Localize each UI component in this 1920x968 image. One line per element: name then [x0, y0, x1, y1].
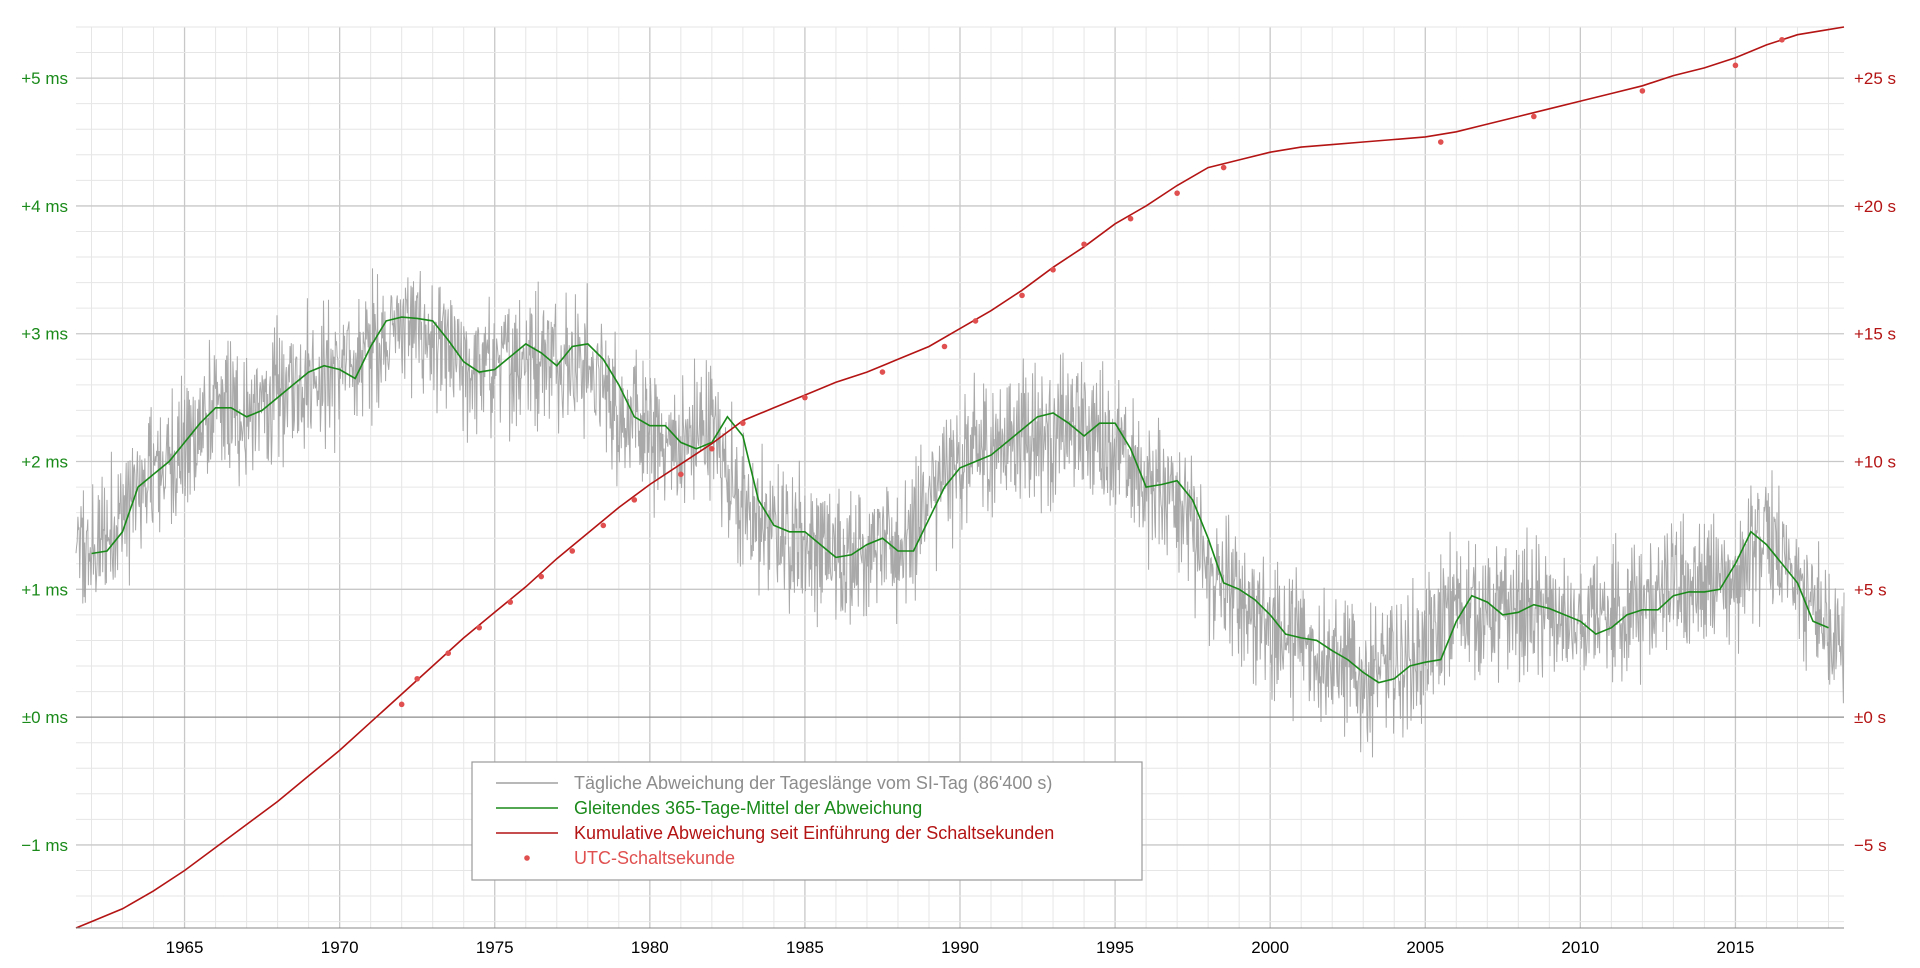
x-tick-label: 2000 [1251, 938, 1289, 957]
x-tick-label: 1990 [941, 938, 979, 957]
leap-second-point [740, 420, 746, 426]
y-right-tick-label: +20 s [1854, 197, 1896, 216]
x-tick-label: 1985 [786, 938, 824, 957]
leap-second-point [941, 343, 948, 350]
y-left-tick-label: +5 ms [21, 69, 68, 88]
moving-average-line [91, 316, 1829, 684]
y-right-tick-label: −5 s [1854, 836, 1887, 855]
legend-label: Tägliche Abweichung der Tageslänge vom S… [574, 773, 1052, 793]
leap-second-points [398, 36, 1785, 708]
daily-deviation-line [75, 268, 1845, 758]
leap-second-point [1174, 190, 1180, 196]
legend-label: UTC-Schaltsekunde [574, 848, 735, 868]
leap-second-point [802, 394, 808, 401]
leap-second-point [709, 445, 715, 452]
leap-second-point [1732, 62, 1739, 69]
y-right-tick-label: ±0 s [1854, 708, 1886, 727]
x-tick-label: 1970 [321, 938, 359, 957]
x-tick-label: 2005 [1406, 938, 1444, 957]
x-tick-label: 1980 [631, 938, 669, 957]
x-tick-label: 2015 [1717, 938, 1755, 957]
leap-second-point [879, 369, 886, 375]
legend-marker [524, 855, 530, 861]
x-tick-label: 1965 [166, 938, 204, 957]
legend: Tägliche Abweichung der Tageslänge vom S… [471, 761, 1143, 881]
leap-second-point [1050, 267, 1056, 273]
leap-second-point [1220, 164, 1227, 171]
leap-second-point [1081, 241, 1087, 248]
legend-label: Gleitendes 365-Tage-Mittel der Abweichun… [574, 798, 922, 818]
legend-label: Kumulative Abweichung seit Einführung de… [574, 823, 1054, 843]
y-right-tick-label: +5 s [1854, 580, 1887, 599]
y-left-tick-label: +3 ms [21, 325, 68, 344]
y-left-tick-label: +2 ms [21, 453, 68, 472]
leap-second-point [569, 548, 576, 554]
leap-second-point [1437, 139, 1444, 145]
x-tick-label: 1975 [476, 938, 514, 957]
leap-second-point [538, 573, 545, 580]
cumulative-deviation-line [75, 26, 1845, 929]
leap-second-point [414, 675, 420, 682]
x-tick-label: 2010 [1561, 938, 1599, 957]
leap-second-point [1531, 113, 1537, 120]
y-right-tick-label: +15 s [1854, 325, 1896, 344]
x-tick-label: 1995 [1096, 938, 1134, 957]
y-right-tick-label: +25 s [1854, 69, 1896, 88]
leap-second-point [631, 497, 638, 503]
daily-deviation-series [75, 268, 1845, 758]
leap-second-point [476, 624, 483, 631]
y-left-tick-label: +4 ms [21, 197, 68, 216]
leap-second-point [507, 599, 514, 605]
legend-box [471, 761, 1143, 881]
leap-second-point [1019, 292, 1025, 299]
leap-second-point [678, 471, 684, 478]
leap-second-point [1779, 36, 1785, 43]
leap-second-point [398, 701, 405, 708]
y-right-tick-label: +10 s [1854, 453, 1896, 472]
y-left-tick-label: ±0 ms [22, 708, 68, 727]
leap-second-point [972, 318, 979, 324]
leap-second-point [600, 522, 607, 529]
axes: +5 ms +4 ms +3 ms +2 ms +1 ms ±0 ms −1 ms +25 s… [21, 69, 1896, 957]
y-left-tick-label: +1 ms [21, 580, 68, 599]
y-left-tick-label: −1 ms [21, 836, 68, 855]
leap-second-point [1127, 215, 1134, 222]
leap-second-point [445, 650, 452, 657]
line-series [75, 26, 1845, 929]
leap-second-point [1639, 88, 1646, 94]
